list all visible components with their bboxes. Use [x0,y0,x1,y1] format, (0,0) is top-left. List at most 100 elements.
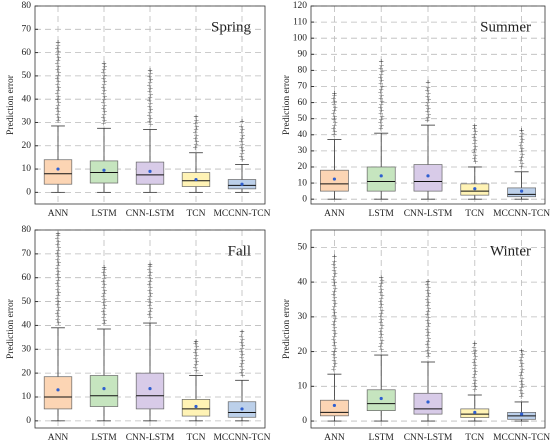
outlier-cloud: + [194,123,199,133]
x-tick-label: ANN [324,209,345,219]
y-tick-label: 80 [22,225,32,235]
x-tick-label: LSTM [369,433,395,443]
outlier-cloud: + [426,350,431,360]
outlier-cloud: + [471,344,476,354]
mean [102,168,106,172]
outlier-cloud: + [379,82,384,92]
outlier-cloud: + [426,110,431,120]
outlier-max: + [519,127,524,137]
outlier-cloud: + [425,302,430,312]
outlier-cloud: + [519,139,524,149]
outlier-cloud: + [519,148,524,158]
outlier-cloud: + [55,265,60,275]
outlier-cloud: + [473,137,478,147]
outlier-cloud: + [425,101,430,111]
outlier-max: + [55,38,60,48]
outlier-cloud: + [56,48,61,58]
x-tick-label: ANN [48,433,69,443]
outlier-cloud: + [425,113,430,123]
x-tick-label: CNN-LSTM [404,209,453,219]
outlier-cloud: + [379,325,384,335]
outlier-cloud: + [519,145,524,155]
outlier-cloud: + [332,338,337,348]
outlier-cloud: + [518,357,523,367]
outlier-cloud: + [332,107,337,117]
y-axis-label: Prediction error [282,74,292,135]
outlier-cloud: + [378,73,383,83]
outlier-cloud: + [379,286,384,296]
mean [332,177,336,181]
outlier-cloud: + [240,365,245,375]
outlier-cloud: + [147,263,152,273]
y-tick-label: 20 [298,162,308,172]
outlier-cloud: + [332,113,337,123]
mean [194,404,198,409]
outlier-cloud: + [519,390,524,400]
outlier-cloud: + [56,298,61,308]
outlier-cloud: + [331,116,336,126]
y-tick-label: 0 [302,194,307,204]
mean [240,182,244,186]
outlier-cloud: + [147,272,152,282]
x-tick-label: LSTM [91,433,117,443]
y-tick-label: 120 [293,1,308,11]
outlier-cloud: + [426,344,431,354]
y-tick-label: 30 [22,118,32,128]
outlier-cloud: + [333,104,338,114]
outlier-cloud: + [56,114,61,124]
y-axis-label: Prediction error [282,298,292,359]
outlier-cloud: + [148,299,153,309]
outlier-cloud: + [425,296,430,306]
outlier-cloud: + [519,130,524,140]
outlier-cloud: + [519,163,524,173]
outlier-cloud: + [471,359,476,369]
outlier-cloud: + [55,256,60,266]
outlier-cloud: + [332,272,337,282]
outlier-cloud: + [426,95,431,105]
outlier-cloud: + [193,340,198,350]
mean [102,387,106,391]
outlier-cloud: + [55,316,60,326]
outlier-cloud: + [239,144,244,154]
y-tick-label: 10 [298,382,308,392]
outlier-cloud: + [55,247,60,257]
outlier-cloud: + [147,97,152,107]
outlier-cloud: + [332,302,337,312]
outlier-cloud: + [148,106,153,116]
outlier-cloud: + [239,135,244,145]
y-tick-label: 30 [298,312,308,322]
y-tick-label: 110 [293,17,307,27]
outlier-cloud: + [148,76,153,86]
outlier-cloud: + [378,328,383,338]
outlier-cloud: + [425,92,430,102]
outlier-cloud: + [520,351,525,361]
outlier-cloud: + [472,125,477,135]
outlier-cloud: + [55,286,60,296]
outlier-cloud: + [101,95,106,105]
outlier-cloud: + [379,70,384,80]
panel: 01020304050+++++++++++++++++++++++++++++… [282,229,550,443]
outlier-cloud: + [378,289,383,299]
outlier-cloud: + [333,344,338,354]
outlier-cloud: + [56,274,61,284]
outlier-cloud: + [239,153,244,163]
outlier-cloud: + [331,110,336,120]
outlier-cloud: + [193,364,198,374]
outlier-cloud: + [378,313,383,323]
outlier-cloud: + [55,111,60,121]
outlier-cloud: + [331,350,336,360]
outlier-cloud: + [331,305,336,315]
outlier-cloud: + [426,284,431,294]
panel-title: Summer [480,19,531,35]
outlier-cloud: + [56,69,61,79]
mean [240,407,244,411]
outlier-cloud: + [102,311,107,321]
outlier-cloud: + [332,332,337,342]
y-tick-label: 20 [22,368,32,378]
outlier-cloud: + [425,83,430,93]
outlier-cloud: + [193,144,198,154]
outlier-cloud: + [472,350,477,360]
outlier-max: + [55,230,60,240]
outlier-cloud: + [426,299,431,309]
outlier-cloud: + [102,272,107,282]
